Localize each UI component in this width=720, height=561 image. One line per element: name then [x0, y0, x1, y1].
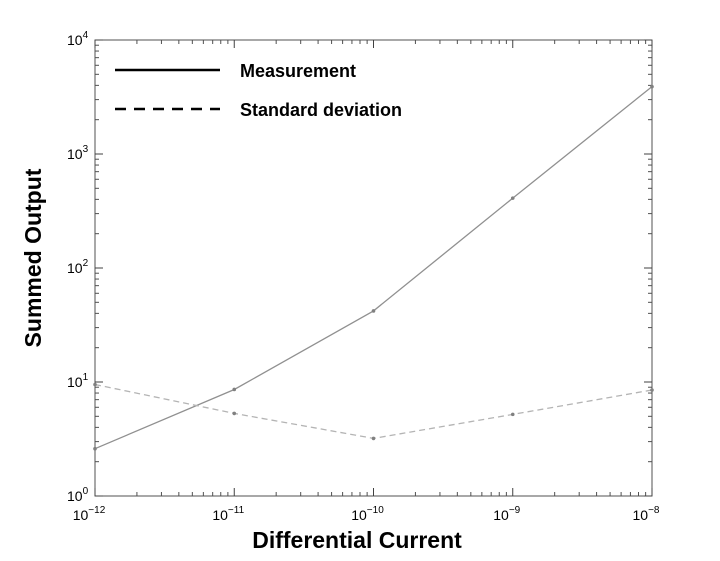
y-tick-label: 100 — [67, 486, 89, 504]
y-tick-label: 104 — [67, 30, 89, 48]
legend: Measurement Standard deviation — [115, 61, 402, 120]
data-point — [93, 446, 97, 451]
x-axis-label: Differential Current — [252, 527, 462, 553]
ticks-layer: 10−12 10−11 10−10 10−9 10−8 100 101 102 103 104 — [67, 30, 660, 523]
data-point — [371, 309, 376, 313]
y-tick-label: 103 — [67, 144, 89, 162]
y-axis-label: Summed Output — [20, 168, 46, 347]
data-point — [232, 387, 237, 392]
data-point — [510, 412, 515, 417]
x-tick-label: 10−8 — [633, 505, 660, 523]
data-point — [232, 411, 237, 416]
y-tick-label: 102 — [67, 258, 89, 276]
x-tick-label: 10−9 — [493, 505, 520, 523]
x-tick-label: 10−12 — [73, 505, 106, 523]
y-tick-label: 101 — [67, 372, 89, 390]
data-point — [650, 388, 654, 392]
legend-label: Measurement — [240, 61, 356, 81]
legend-label: Standard deviation — [240, 100, 402, 120]
x-tick-label: 10−11 — [212, 505, 244, 523]
plot-area — [94, 39, 653, 497]
series-layer — [93, 84, 654, 451]
data-point — [510, 196, 515, 200]
x-tick-label: 10−10 — [351, 505, 384, 523]
data-point — [650, 84, 654, 89]
data-point — [371, 436, 376, 441]
data-point — [93, 382, 97, 387]
